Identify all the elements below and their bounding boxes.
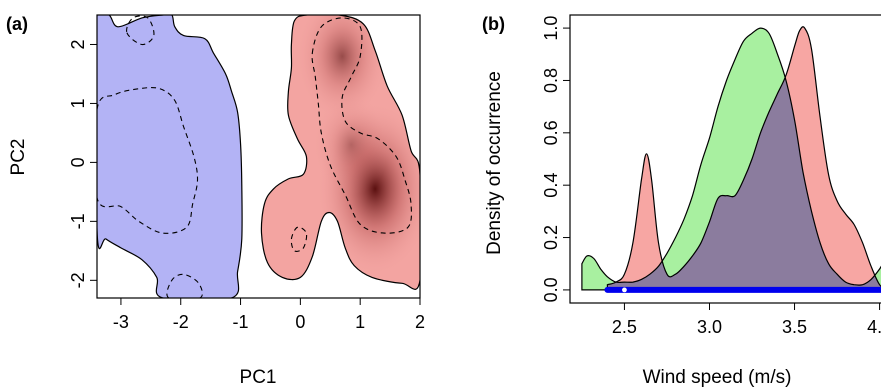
- density-region-fill: [97, 15, 243, 298]
- density-inner-contour: [126, 15, 155, 46]
- y-tick-label: -2: [68, 272, 88, 288]
- x-tick-label: 3.0: [697, 317, 722, 337]
- x-tick-label: -2: [173, 312, 189, 332]
- x-tick-label: 0: [295, 312, 305, 332]
- panel-b-x-axis: 2.5 3.0 3.5 4.0: [612, 303, 881, 337]
- density-outer-contour: [97, 15, 243, 298]
- panel-a-plot-area: [97, 15, 420, 298]
- panel-a: (a) -3 -2 -1 0 1 2 -2 -1 0 1 2 PC1 PC2: [6, 14, 425, 388]
- density-inner-contour: [311, 17, 413, 234]
- panel-b-plot-area: [581, 26, 881, 293]
- y-tick-label: 0.2: [541, 225, 561, 250]
- x-tick-label: -3: [113, 312, 129, 332]
- density-inner-contour: [97, 87, 199, 234]
- y-tick-label: -1: [68, 213, 88, 229]
- y-tick-label: 0.0: [541, 277, 561, 302]
- x-tick-label: 3.5: [782, 317, 807, 337]
- y-tick-label: 2: [68, 39, 88, 49]
- panel-b-x-axis-title: Wind speed (m/s): [643, 367, 792, 388]
- panel-a-y-axis-title: PC2: [8, 139, 29, 176]
- density-inner-contour: [290, 226, 308, 252]
- panel-a-x-axis-title: PC1: [240, 367, 277, 388]
- density-outer-contour: [260, 15, 420, 290]
- density-peak: [312, 93, 390, 196]
- density-region-2: [260, 15, 420, 290]
- rug-marker: [622, 287, 627, 293]
- x-tick-label: 2.5: [612, 317, 637, 337]
- panel-a-y-axis: -2 -1 0 1 2: [68, 39, 97, 288]
- x-tick-label: 2: [415, 312, 425, 332]
- panel-b-y-axis: 0.0 0.2 0.4 0.6 0.8 1.0: [541, 16, 570, 302]
- x-tick-label: 1: [355, 312, 365, 332]
- panel-b-y-axis-title: Density of occurrence: [484, 71, 505, 255]
- y-tick-label: 1: [68, 98, 88, 108]
- y-tick-label: 0.8: [541, 68, 561, 93]
- x-tick-label: -1: [233, 312, 249, 332]
- y-tick-label: 0.6: [541, 120, 561, 145]
- density-region-1: [97, 15, 243, 298]
- panel-b: (b) 2.5 3.0 3.5 4.0 0.0 0.2 0.4 0.6 0.8 1.0 Wind…: [482, 14, 881, 388]
- y-tick-label: 0.4: [541, 173, 561, 198]
- y-tick-label: 0: [68, 157, 88, 167]
- panel-b-label: (b): [482, 14, 505, 34]
- series-outline-green: [581, 27, 881, 291]
- series-outline-red: [606, 26, 881, 291]
- y-tick-label: 1.0: [541, 16, 561, 41]
- panel-b-frame: [569, 14, 881, 304]
- panel-a-label: (a): [6, 14, 28, 34]
- panel-a-x-axis: -3 -2 -1 0 1 2: [113, 298, 425, 332]
- x-tick-label: 4.0: [867, 317, 881, 337]
- panel-a-frame: [96, 14, 421, 299]
